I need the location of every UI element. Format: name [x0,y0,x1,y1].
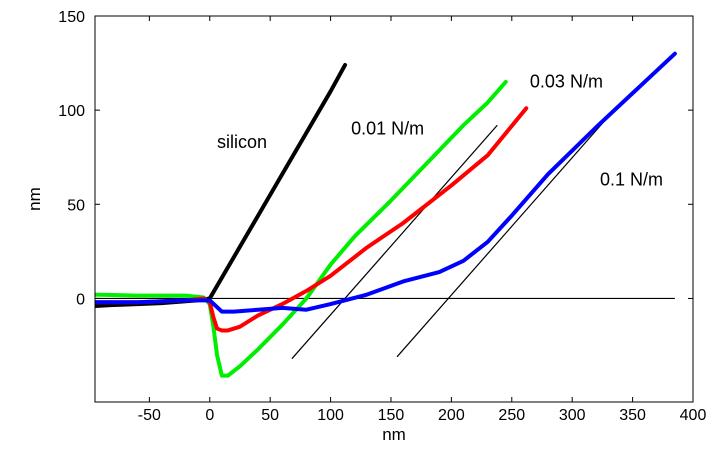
annotation-silicon: silicon [217,132,267,152]
x-tick-label: 0 [205,407,214,424]
x-tick-label: 200 [438,407,465,424]
plot-frame [94,15,694,403]
x-axis: -50 0 50 100 150 200 250 300 350 400 [138,16,707,424]
y-axis-label: nm [25,187,44,211]
series-annotations: silicon 0.01 N/m 0.03 N/m 0.1 N/m [217,72,663,190]
y-tick-label: 50 [67,197,85,214]
x-tick-label: 250 [498,407,525,424]
annotation-0-1-n-m: 0.1 N/m [600,169,663,189]
x-tick-label: 50 [261,407,279,424]
x-tick-label: -50 [138,407,161,424]
y-axis: 0 50 100 150 [58,9,693,308]
x-tick-label: 150 [378,407,405,424]
x-tick-label: 100 [317,407,344,424]
annotation-0-03-n-m: 0.03 N/m [530,72,603,92]
x-tick-label: 400 [680,407,707,424]
y-tick-label: 100 [58,103,85,120]
annotation-0-01-n-m: 0.01 N/m [351,119,424,139]
y-tick-label: 0 [76,291,85,308]
series-lines [95,51,677,378]
series-line-0-1-n-m [95,51,677,314]
reference-line-1 [291,124,498,360]
reference-line-2 [396,122,603,358]
x-axis-label: nm [382,425,406,444]
x-tick-label: 350 [619,407,646,424]
x-tick-label: 300 [559,407,586,424]
y-tick-label: 150 [58,9,85,26]
